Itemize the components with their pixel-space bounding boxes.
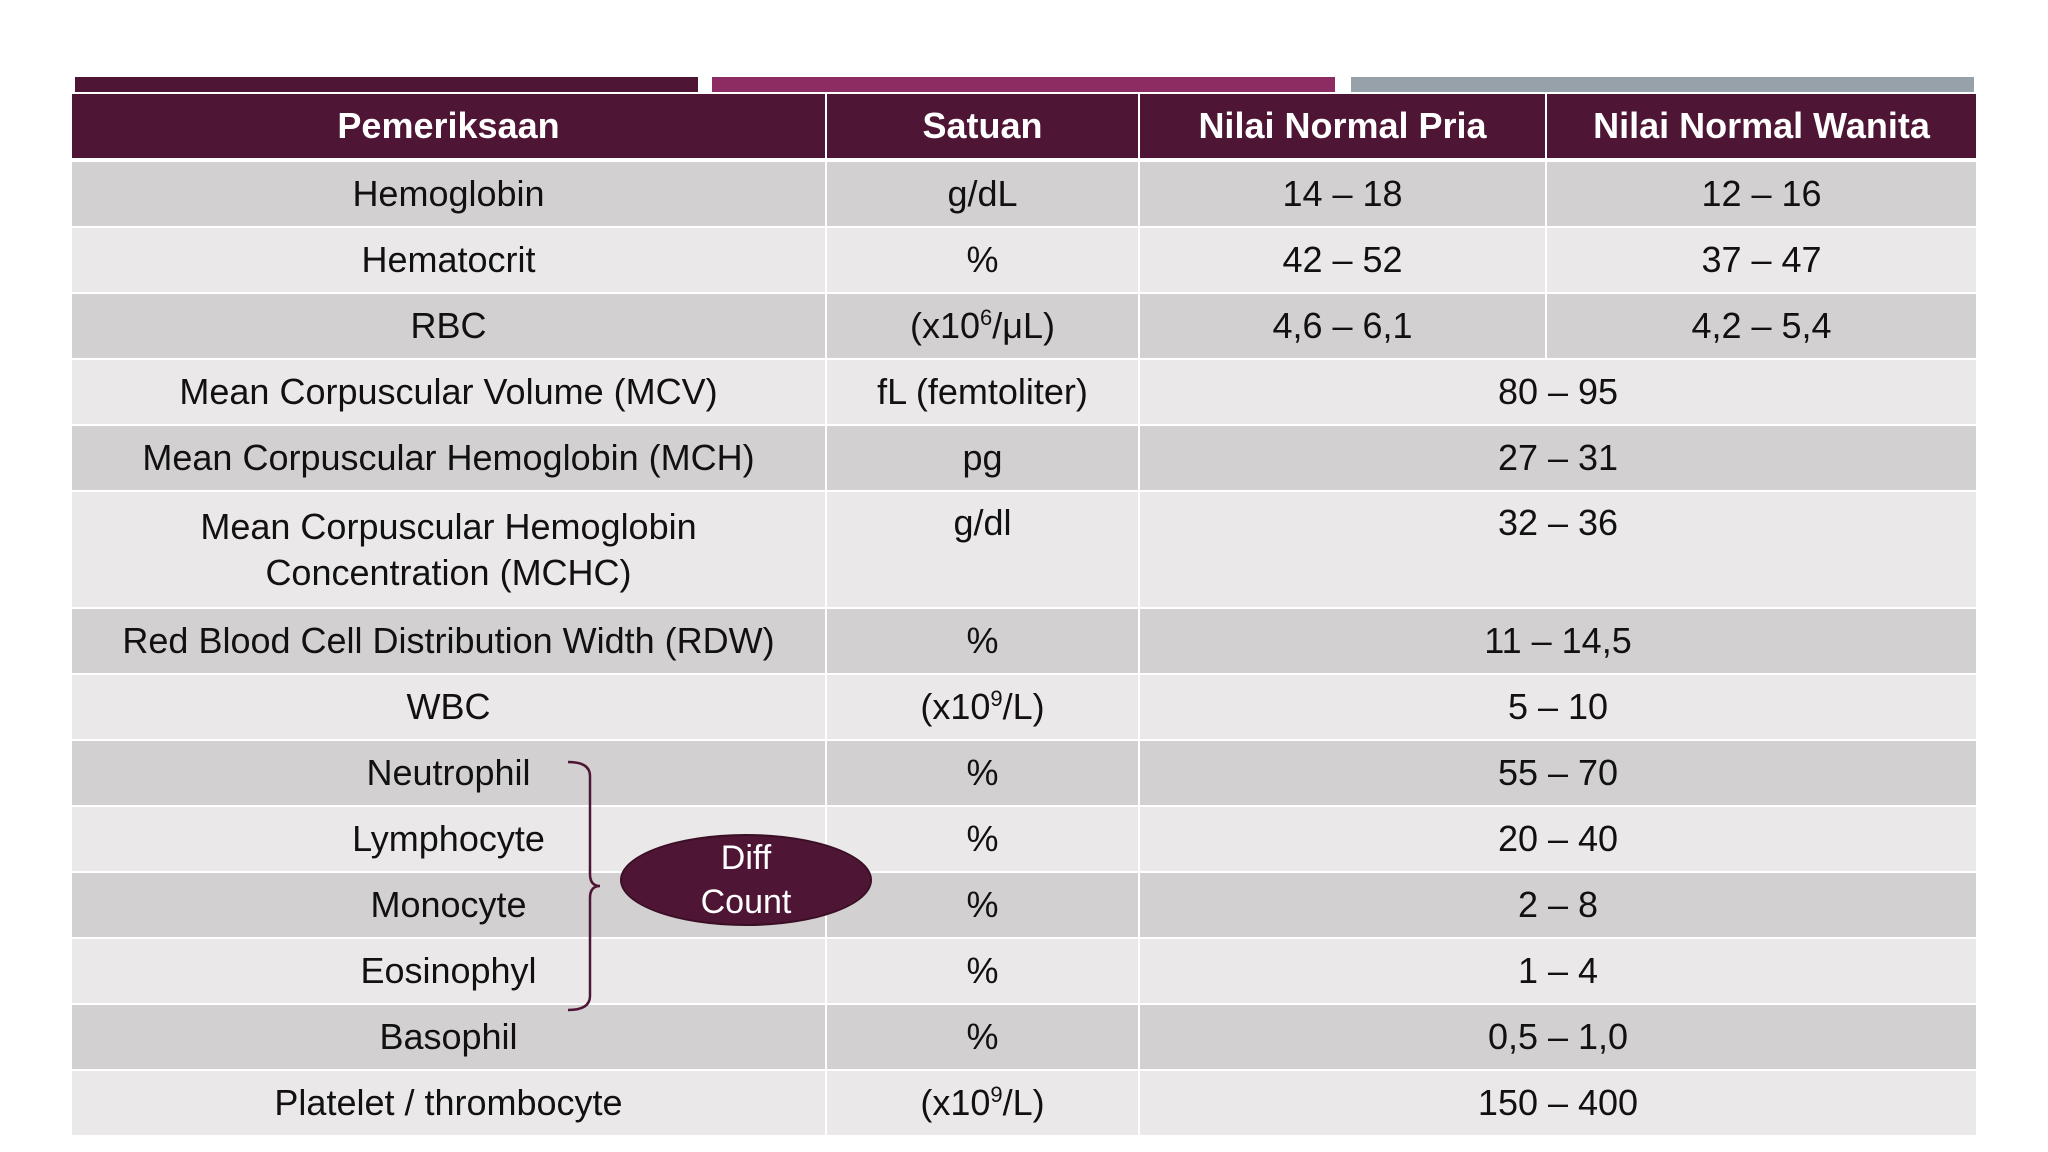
- female-range: 37 – 47: [1546, 227, 1976, 294]
- unit: pg: [826, 425, 1140, 492]
- diff-count-line1: Diff: [720, 839, 772, 877]
- lab-reference-table: Pemeriksaan Satuan Nilai Normal Pria Nil…: [72, 94, 1976, 1137]
- test-name: Neutrophil: [72, 740, 827, 807]
- unit: (x109/L): [826, 1070, 1140, 1137]
- unit-suffix: /μL): [992, 305, 1056, 346]
- unit: (x106/μL): [826, 293, 1140, 360]
- table-row: Red Blood Cell Distribution Width (RDW) …: [72, 608, 1976, 675]
- normal-range: 11 – 14,5: [1139, 608, 1976, 675]
- unit: g/dL: [826, 160, 1140, 228]
- normal-range: 32 – 36: [1139, 491, 1976, 609]
- unit: %: [826, 938, 1140, 1005]
- normal-range: 20 – 40: [1139, 806, 1976, 873]
- unit: %: [826, 806, 1140, 873]
- normal-range: 5 – 10: [1139, 674, 1976, 741]
- diff-count-line2: Count: [700, 883, 792, 921]
- unit-prefix: (x10: [909, 305, 980, 346]
- table-row: Hematocrit % 42 – 52 37 – 47: [72, 227, 1976, 294]
- male-range: 4,6 – 6,1: [1139, 293, 1547, 360]
- unit: %: [826, 608, 1140, 675]
- test-name: Mean Corpuscular Hemoglobin Concentration…: [72, 491, 827, 609]
- normal-range: 150 – 400: [1139, 1070, 1976, 1137]
- unit: g/dl: [826, 491, 1140, 609]
- test-name: Red Blood Cell Distribution Width (RDW): [72, 608, 827, 675]
- unit-prefix: (x10: [920, 1082, 991, 1123]
- unit: %: [826, 740, 1140, 807]
- unit-exponent: 9: [990, 686, 1003, 711]
- male-range: 14 – 18: [1139, 160, 1547, 228]
- table-row: Lymphocyte % 20 – 40: [72, 806, 1976, 873]
- test-name: Mean Corpuscular Hemoglobin (MCH): [72, 425, 827, 492]
- test-name: Platelet / thrombocyte: [72, 1070, 827, 1137]
- test-name: Hemoglobin: [72, 160, 827, 228]
- female-range: 12 – 16: [1546, 160, 1976, 228]
- diff-count-badge: Diff Count: [620, 834, 872, 926]
- table-row: Platelet / thrombocyte (x109/L) 150 – 40…: [72, 1070, 1976, 1137]
- female-range: 4,2 – 5,4: [1546, 293, 1976, 360]
- unit-suffix: /L): [1002, 1082, 1045, 1123]
- table-header-row: Pemeriksaan Satuan Nilai Normal Pria Nil…: [72, 94, 1976, 162]
- unit-suffix: /L): [1002, 686, 1045, 727]
- table-row: Eosinophyl % 1 – 4: [72, 938, 1976, 1005]
- test-name: Basophil: [72, 1004, 827, 1071]
- normal-range: 0,5 – 1,0: [1139, 1004, 1976, 1071]
- unit-exponent: 6: [980, 305, 993, 330]
- unit: %: [826, 1004, 1140, 1071]
- test-name: RBC: [72, 293, 827, 360]
- normal-range: 80 – 95: [1139, 359, 1976, 426]
- accent-bar-plum: [75, 77, 698, 92]
- unit-exponent: 9: [990, 1082, 1003, 1107]
- normal-range: 1 – 4: [1139, 938, 1976, 1005]
- header-pemeriksaan: Pemeriksaan: [72, 94, 827, 162]
- accent-bar-gray: [1351, 77, 1974, 92]
- normal-range: 2 – 8: [1139, 872, 1976, 939]
- unit: fL (femtoliter): [826, 359, 1140, 426]
- header-nilai-normal-wanita: Nilai Normal Wanita: [1546, 94, 1976, 162]
- test-name-line1: Mean Corpuscular Hemoglobin: [200, 505, 697, 547]
- table-row: Basophil % 0,5 – 1,0: [72, 1004, 1976, 1071]
- test-name: Mean Corpuscular Volume (MCV): [72, 359, 827, 426]
- unit: %: [826, 872, 1140, 939]
- male-range: 42 – 52: [1139, 227, 1547, 294]
- test-name: Hematocrit: [72, 227, 827, 294]
- header-nilai-normal-pria: Nilai Normal Pria: [1139, 94, 1547, 162]
- unit: %: [826, 227, 1140, 294]
- table-row: Mean Corpuscular Hemoglobin Concentration…: [72, 491, 1976, 609]
- table-row: Mean Corpuscular Volume (MCV) fL (femtol…: [72, 359, 1976, 426]
- test-name-line2: Concentration (MCHC): [265, 551, 632, 593]
- normal-range: 27 – 31: [1139, 425, 1976, 492]
- table-row: Mean Corpuscular Hemoglobin (MCH) pg 27 …: [72, 425, 1976, 492]
- normal-range: 55 – 70: [1139, 740, 1976, 807]
- unit-prefix: (x10: [920, 686, 991, 727]
- test-name: Monocyte: [72, 872, 827, 939]
- table-row: Hemoglobin g/dL 14 – 18 12 – 16: [72, 160, 1976, 228]
- table-row: WBC (x109/L) 5 – 10: [72, 674, 1976, 741]
- accent-bar-magenta: [712, 77, 1335, 92]
- table-row: Neutrophil % 55 – 70: [72, 740, 1976, 807]
- header-satuan: Satuan: [826, 94, 1140, 162]
- diff-count-bracket: [567, 760, 600, 1012]
- test-name: WBC: [72, 674, 827, 741]
- unit: (x109/L): [826, 674, 1140, 741]
- table-row: Monocyte % 2 – 8: [72, 872, 1976, 939]
- test-name: Eosinophyl: [72, 938, 827, 1005]
- table-row: RBC (x106/μL) 4,6 – 6,1 4,2 – 5,4: [72, 293, 1976, 360]
